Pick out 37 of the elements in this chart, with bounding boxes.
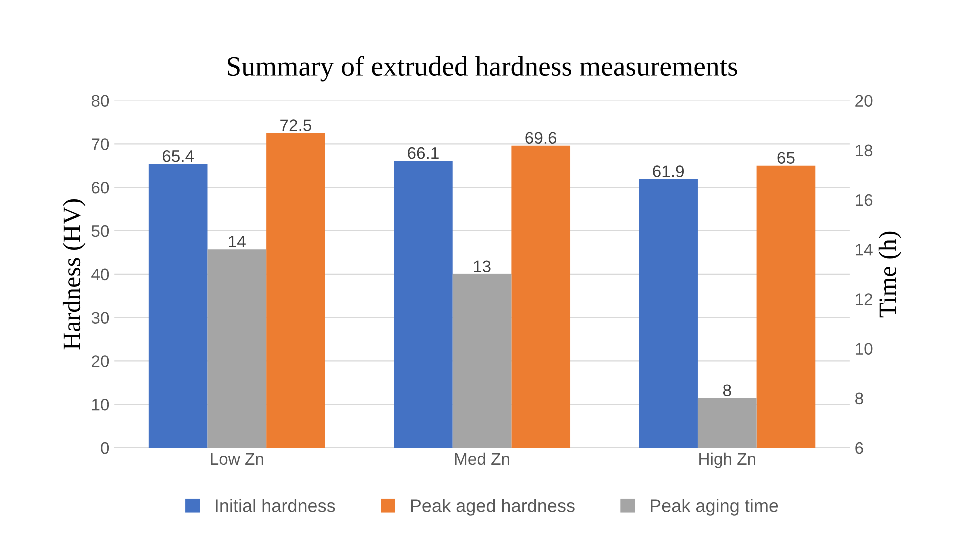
y-tick-label: 40 [92, 268, 110, 281]
y-axis-title: Hardness (HV) [62, 199, 86, 350]
data-label: 14 [229, 236, 246, 248]
y2-tick-label: 14 [856, 244, 873, 256]
data-label: 65.4 [162, 150, 194, 162]
x-tick-label: High Zn [700, 452, 756, 468]
data-label: 13 [474, 260, 491, 272]
chart-title: Summary of extruded hardness measurements [228, 56, 738, 82]
y-tick-label: 80 [92, 95, 110, 108]
bar [639, 179, 698, 448]
y2-tick-label: 10 [856, 343, 873, 356]
y-tick-label: 70 [92, 138, 110, 150]
y-tick-label: 30 [92, 312, 110, 324]
x-tick-label: Low Zn [211, 453, 264, 466]
legend-label: Peak aged hardness [411, 499, 575, 516]
y-tick-label: 0 [101, 442, 110, 454]
bar [756, 166, 816, 448]
y-tick-label: 10 [92, 399, 110, 411]
y2-axis-title: Time (h) [878, 232, 902, 318]
y2-tick-label: 8 [856, 392, 864, 405]
y2-tick-label: 6 [856, 442, 864, 454]
y2-tick-label: 16 [856, 194, 873, 206]
y2-tick-label: 20 [856, 95, 873, 108]
y2-tick-label: 18 [856, 144, 873, 157]
data-label: 65 [778, 152, 795, 164]
data-label: 66.1 [408, 147, 439, 160]
legend-label: Peak aging time [651, 499, 778, 516]
y-tick-label: 50 [92, 225, 110, 238]
y-tick-label: 20 [92, 356, 110, 368]
y2-tick-label: 12 [856, 294, 873, 306]
data-label: 72.5 [280, 120, 312, 132]
x-tick-label: Med Zn [455, 452, 510, 466]
data-label: 8 [723, 384, 732, 396]
data-label: 69.6 [526, 132, 557, 144]
y-tick-label: 60 [92, 182, 110, 194]
data-label: 61.9 [653, 166, 684, 178]
legend-label: Initial hardness [216, 499, 336, 512]
